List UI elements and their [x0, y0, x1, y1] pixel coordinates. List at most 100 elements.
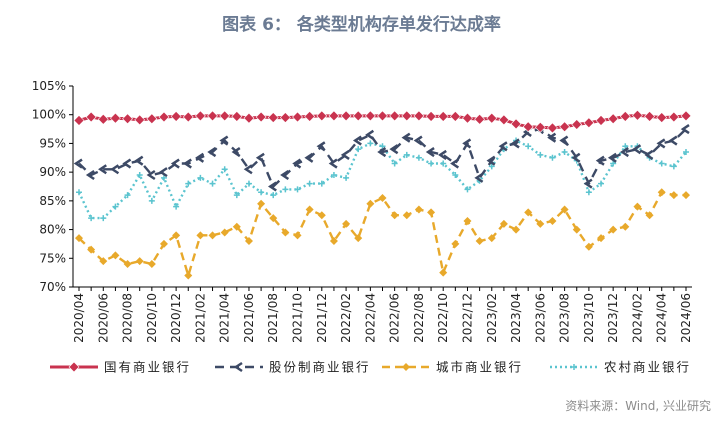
- data-point: [279, 112, 291, 124]
- x-tick-label: 2023/02: [485, 293, 499, 343]
- data-point: [401, 132, 411, 143]
- data-point: [402, 211, 411, 220]
- data-point: [76, 189, 82, 196]
- data-point: [669, 191, 678, 200]
- data-point: [232, 222, 241, 231]
- data-point: [109, 112, 121, 124]
- series-line: [78, 190, 686, 277]
- data-point: [644, 149, 654, 160]
- data-point: [328, 158, 338, 169]
- data-point: [158, 111, 170, 123]
- data-point: [207, 147, 217, 158]
- x-tick-label: 2024/04: [655, 293, 669, 343]
- data-point: [135, 257, 144, 266]
- data-point: [281, 228, 290, 237]
- data-point: [525, 143, 532, 150]
- data-point: [340, 110, 352, 122]
- data-point: [329, 237, 338, 246]
- data-point: [195, 152, 205, 163]
- data-point: [389, 144, 399, 155]
- data-point: [609, 225, 618, 234]
- data-point: [377, 147, 387, 158]
- data-point: [146, 169, 156, 181]
- data-point: [355, 146, 362, 153]
- data-point: [571, 152, 581, 163]
- data-point: [97, 113, 109, 125]
- data-point: [231, 147, 241, 158]
- legend-item: 农村商业银行: [550, 360, 689, 375]
- data-point: [258, 189, 265, 196]
- x-tick-label: 2022/02: [339, 293, 353, 343]
- data-point: [183, 158, 192, 169]
- data-point: [73, 158, 83, 169]
- series-1: [73, 124, 690, 192]
- data-point: [561, 149, 568, 156]
- data-point: [403, 151, 410, 158]
- data-point: [536, 219, 545, 228]
- data-point: [413, 110, 425, 122]
- data-point: [343, 174, 350, 181]
- data-point: [366, 199, 375, 208]
- data-point: [633, 202, 642, 211]
- data-point: [619, 111, 631, 122]
- data-point: [100, 215, 107, 222]
- legend-swatch-marker: [402, 363, 410, 371]
- data-point: [316, 110, 328, 122]
- data-point: [549, 154, 556, 161]
- x-tick-label: 2020/10: [145, 293, 159, 343]
- y-tick-label: 90%: [39, 165, 66, 179]
- data-point: [379, 143, 386, 150]
- x-tick-label: 2020/06: [96, 293, 110, 343]
- data-point: [170, 111, 182, 122]
- y-tick-label: 100%: [32, 108, 66, 122]
- data-point: [197, 174, 204, 181]
- legend-item: 股份制商业银行: [215, 360, 369, 375]
- data-point: [304, 111, 316, 122]
- x-tick-label: 2022/04: [363, 293, 377, 343]
- data-point: [548, 216, 557, 225]
- data-point: [668, 111, 680, 123]
- data-point: [342, 219, 351, 228]
- data-point: [75, 234, 83, 243]
- legend-label: 国有商业银行: [104, 360, 191, 375]
- data-point: [73, 115, 85, 126]
- data-point: [231, 111, 243, 122]
- x-tick-label: 2021/12: [315, 293, 329, 343]
- data-point: [498, 114, 510, 126]
- x-tick-label: 2020/08: [121, 293, 135, 343]
- legend-item: 城市商业银行: [382, 360, 521, 375]
- data-point: [243, 164, 253, 175]
- data-point: [632, 144, 642, 155]
- data-point: [522, 121, 534, 133]
- y-tick-label: 75%: [39, 251, 66, 265]
- data-point: [390, 211, 399, 220]
- data-point: [683, 149, 689, 156]
- data-point: [632, 109, 643, 121]
- y-tick-label: 95%: [39, 136, 66, 150]
- data-point: [124, 192, 131, 199]
- data-point: [208, 231, 217, 240]
- series-line: [78, 127, 687, 188]
- data-point: [99, 257, 108, 266]
- data-point: [621, 222, 630, 231]
- data-point: [328, 110, 340, 122]
- series-layer: [73, 109, 692, 280]
- data-point: [680, 124, 690, 135]
- data-point: [682, 191, 690, 200]
- data-point: [449, 111, 461, 122]
- data-point: [244, 237, 253, 246]
- data-point: [304, 152, 314, 163]
- data-point: [270, 192, 277, 199]
- data-point: [292, 111, 303, 123]
- x-tick-label: 2021/10: [291, 293, 305, 343]
- data-point: [184, 271, 193, 280]
- data-point: [595, 155, 605, 166]
- data-point: [462, 112, 473, 124]
- data-point: [209, 180, 216, 187]
- data-point: [597, 234, 606, 243]
- data-point: [534, 121, 546, 133]
- data-point: [488, 163, 495, 170]
- data-point: [622, 143, 629, 150]
- x-tick-label: 2022/06: [388, 293, 402, 343]
- data-point: [620, 147, 629, 158]
